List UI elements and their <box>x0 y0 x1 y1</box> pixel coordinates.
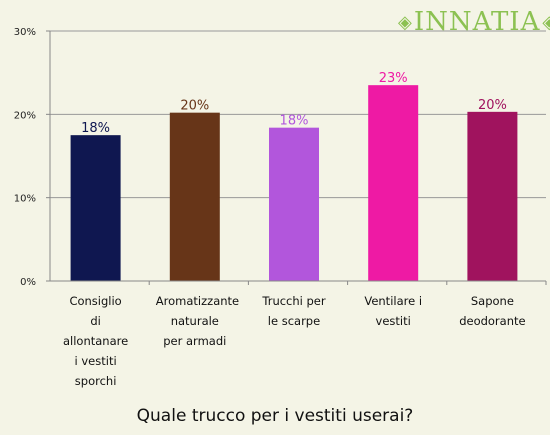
x-tick-label-line: per armadi <box>163 334 227 348</box>
x-tick-label-line: sporchi <box>74 374 117 388</box>
bar <box>169 112 220 282</box>
x-tick-label-line: Trucchi per <box>262 294 326 308</box>
innatia-logo: ◈ INNATIA ◈ <box>398 4 550 40</box>
x-tick-label-line: Sapone <box>470 294 514 308</box>
data-label: 18% <box>280 114 309 129</box>
bar <box>467 111 518 281</box>
leaf-right-icon: ◈ <box>542 11 550 33</box>
x-tick-label: Consiglio di allontanare i vestiti sporchi <box>57 291 135 391</box>
x-tick-label-line: Ventilare i <box>364 294 423 308</box>
x-tick-label-line: deodorante <box>459 314 526 328</box>
x-tick-label-line: Consiglio <box>69 294 122 308</box>
bar <box>368 85 419 282</box>
y-tick-label: 10% <box>14 194 36 205</box>
chart-title: Quale trucco per i vestiti userai? <box>136 406 414 426</box>
x-tick-label: Trucchi per le scarpe <box>255 291 333 331</box>
y-tick-label: 30% <box>14 27 36 38</box>
logo-text: INNATIA <box>413 7 541 37</box>
x-tick-label: Sapone deodorante <box>453 291 531 331</box>
x-tick-label-line: naturale <box>170 314 219 328</box>
x-tick-label-line: Aromatizzante <box>155 294 240 308</box>
x-tick-label-line: di <box>90 314 101 328</box>
data-label: 20% <box>180 99 209 114</box>
y-tick-label: 20% <box>14 110 36 121</box>
x-tick-label-line: le scarpe <box>267 314 321 328</box>
data-label: 23% <box>379 71 408 86</box>
leaf-left-icon: ◈ <box>398 11 412 33</box>
bar <box>269 127 319 282</box>
x-tick-label-line: allontanare <box>62 334 129 348</box>
x-tick-label-line: i vestiti <box>74 354 117 368</box>
y-tick-label: 0% <box>20 277 36 288</box>
x-tick-label: Aromatizzante naturale per armadi <box>155 291 240 351</box>
bar <box>70 135 121 281</box>
data-label: 20% <box>478 98 507 113</box>
x-tick-label: Ventilare i vestiti <box>354 291 432 331</box>
data-label: 18% <box>81 121 110 136</box>
x-tick-label-line: vestiti <box>375 314 411 328</box>
